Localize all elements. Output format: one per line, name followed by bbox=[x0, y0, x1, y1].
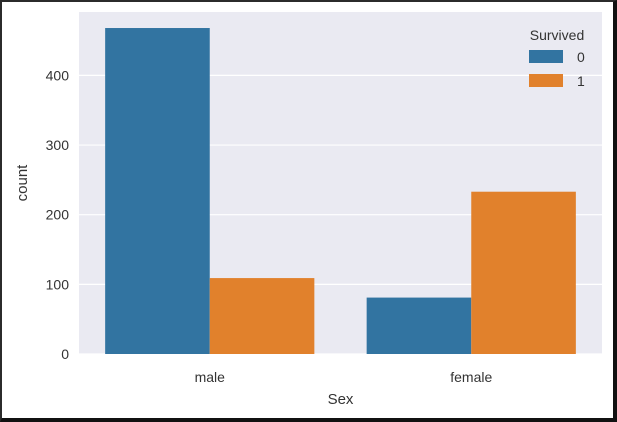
x-axis-label: Sex bbox=[328, 391, 354, 408]
legend-swatch bbox=[529, 50, 563, 63]
bar-female-survived-0 bbox=[366, 297, 472, 354]
bars bbox=[105, 28, 576, 355]
y-tick-label: 300 bbox=[46, 137, 70, 153]
y-tick-label: 200 bbox=[46, 207, 70, 223]
y-axis-ticks: 0 100 200 300 400 bbox=[46, 67, 70, 362]
legend-items: 01 bbox=[529, 49, 585, 89]
y-axis-label: count bbox=[14, 164, 31, 202]
legend-title: Survived bbox=[530, 27, 584, 43]
bar-male-survived-0 bbox=[105, 28, 210, 355]
legend-label: 1 bbox=[577, 73, 585, 89]
x-axis-ticks: male female bbox=[195, 369, 493, 385]
bar-male-survived-1 bbox=[209, 278, 315, 354]
legend-label: 0 bbox=[577, 49, 585, 65]
legend-swatch bbox=[529, 74, 563, 87]
y-tick-label: 100 bbox=[46, 276, 70, 292]
y-tick-label: 400 bbox=[46, 67, 70, 83]
x-tick-label: male bbox=[195, 369, 226, 385]
legend: Survived 01 bbox=[529, 27, 585, 89]
x-tick-label: female bbox=[450, 369, 492, 385]
bar-female-survived-1 bbox=[471, 191, 576, 354]
y-tick-label: 0 bbox=[61, 346, 69, 362]
